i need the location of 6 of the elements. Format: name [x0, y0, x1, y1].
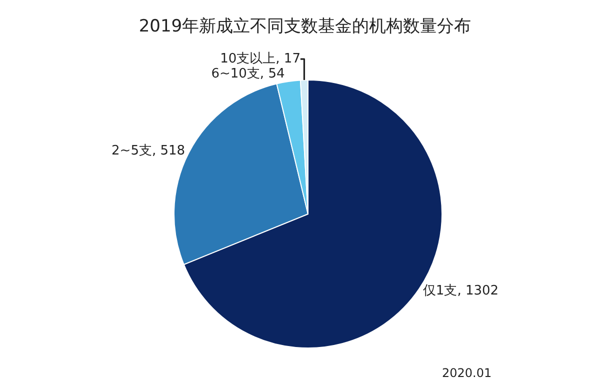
text: 2020.01 — [442, 366, 492, 380]
slice-label: 仅1支, 1302 — [422, 284, 499, 299]
slice-label: 6~10支, 54 — [211, 66, 285, 82]
slice-label: 10支以上, 17 — [220, 52, 300, 67]
slice-label: 2~5支, 518 — [112, 144, 186, 159]
chart-title: 2019年新成立不同支数基金的机构数量分布 — [138, 16, 472, 36]
